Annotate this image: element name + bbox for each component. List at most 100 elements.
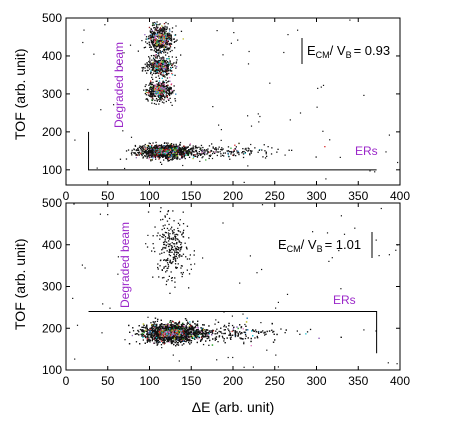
top-data-point	[164, 42, 166, 44]
top-data-point	[165, 51, 167, 53]
top-data-point	[142, 153, 144, 155]
bottom-data-point	[162, 333, 164, 336]
top-data-point	[152, 34, 154, 36]
bottom-data-point	[141, 334, 143, 336]
top-data-point	[158, 43, 160, 46]
top-data-point	[161, 84, 163, 86]
top-data-point	[148, 91, 151, 93]
top-data-point	[146, 153, 148, 155]
top-data-point	[156, 154, 158, 157]
bottom-data-point	[244, 337, 247, 340]
bottom-data-point	[184, 326, 186, 328]
top-data-point	[165, 30, 167, 32]
top-data-point	[134, 144, 136, 147]
bottom-data-point	[203, 332, 206, 334]
top-data-point	[168, 89, 170, 91]
top-data-point	[163, 152, 165, 154]
top-data-point	[159, 59, 161, 62]
top-data-point	[167, 159, 169, 161]
top-data-point	[170, 146, 172, 148]
top-noise-point	[284, 154, 286, 156]
top-data-point	[237, 150, 239, 152]
bottom-data-point	[186, 331, 189, 333]
top-data-point	[157, 75, 160, 77]
top-data-point	[162, 40, 164, 43]
top-data-point	[147, 148, 149, 151]
bottom-data-point	[215, 330, 217, 332]
top-data-point	[152, 41, 154, 44]
bottom-data-point	[196, 329, 198, 331]
bottom-data-point	[239, 333, 242, 335]
top-data-point	[159, 41, 162, 43]
top-data-point	[169, 42, 171, 45]
top-data-point	[149, 150, 151, 152]
top-data-point	[161, 57, 163, 59]
top-data-point	[144, 146, 146, 148]
top-data-point	[131, 149, 133, 151]
bottom-data-point	[151, 329, 153, 331]
top-data-point	[138, 146, 140, 149]
top-data-point	[170, 83, 172, 86]
top-noise-point	[349, 19, 351, 21]
top-data-point	[159, 27, 161, 30]
top-data-point	[152, 61, 154, 64]
top-data-point	[139, 145, 141, 147]
top-data-point	[159, 62, 161, 64]
top-data-point	[157, 70, 159, 72]
top-data-point	[159, 149, 161, 152]
top-data-point	[165, 74, 167, 76]
top-data-point	[168, 62, 170, 64]
top-data-point	[180, 54, 182, 56]
bottom-data-point	[188, 325, 190, 327]
bottom-data-point	[210, 331, 212, 333]
top-data-point	[162, 43, 164, 45]
top-data-point	[168, 99, 170, 101]
top-data-point	[152, 22, 154, 24]
top-data-point	[150, 71, 152, 73]
top-data-point	[156, 92, 158, 94]
top-data-point	[160, 28, 162, 30]
bottom-data-point	[189, 328, 191, 331]
top-data-point	[152, 93, 154, 95]
top-data-point	[145, 84, 147, 86]
top-data-point	[164, 150, 166, 152]
top-data-point	[138, 154, 140, 156]
bottom-data-point	[199, 330, 201, 332]
top-data-point	[271, 147, 273, 149]
bottom-data-point	[223, 340, 225, 342]
top-data-point	[125, 158, 128, 160]
bottom-data-point	[214, 333, 216, 335]
bottom-data-point	[167, 326, 169, 328]
top-data-point	[209, 155, 211, 157]
top-data-point	[250, 150, 252, 152]
bottom-data-point	[156, 335, 158, 337]
top-data-point	[154, 60, 156, 63]
top-data-point	[155, 93, 157, 95]
top-data-point	[161, 101, 164, 103]
top-data-point	[184, 149, 186, 151]
bottom-data-point	[256, 337, 259, 339]
top-data-point	[182, 150, 184, 152]
top-data-point	[150, 70, 152, 72]
top-data-point	[162, 156, 164, 158]
top-y-axis-label: TOF (arb. unit)	[12, 48, 28, 140]
top-data-point	[171, 158, 173, 160]
top-data-point	[163, 50, 165, 52]
top-data-point	[266, 155, 268, 157]
top-data-point	[161, 35, 163, 37]
top-data-point	[159, 153, 161, 156]
top-noise-point	[82, 41, 84, 44]
top-data-point	[163, 90, 165, 93]
top-data-point	[171, 64, 174, 66]
bottom-data-point	[144, 335, 146, 337]
top-data-point	[168, 55, 170, 58]
top-data-point	[154, 90, 157, 92]
top-data-point	[162, 27, 165, 29]
top-data-point	[153, 33, 155, 35]
top-data-point	[185, 151, 187, 153]
top-data-point	[164, 32, 166, 34]
bottom-data-point	[154, 335, 156, 337]
top-data-point	[151, 83, 153, 85]
top-noise-point	[230, 42, 232, 44]
